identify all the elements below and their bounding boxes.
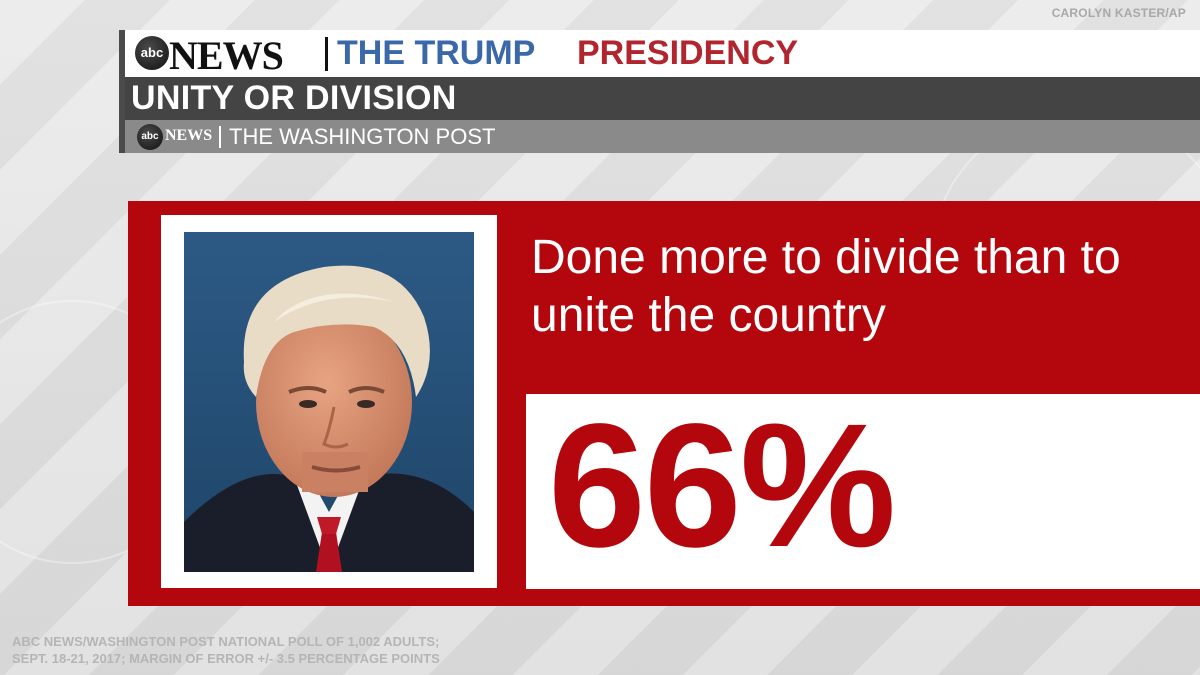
news-wordmark: NEWS bbox=[169, 33, 284, 78]
title-part2: PRESIDENCY bbox=[577, 34, 799, 72]
title-part1: THE TRUMP bbox=[337, 34, 536, 72]
footnote-line1: ABC NEWS/WASHINGTON POST NATIONAL POLL O… bbox=[12, 634, 440, 649]
subtitle-row: UNITY OR DIVISION bbox=[125, 77, 1200, 120]
footnote-line2: SEPT. 18-21, 2017; MARGIN OF ERROR +/- 3… bbox=[12, 651, 440, 666]
abc-logo-icon: abc bbox=[135, 36, 169, 70]
source-row: abc NEWS THE WASHINGTON POST bbox=[125, 120, 1200, 153]
poll-card: Done more to divide than to unite the co… bbox=[128, 201, 1200, 606]
portrait-photo bbox=[184, 232, 474, 572]
portrait-illustration bbox=[184, 232, 474, 572]
abc-logo-small-icon: abc bbox=[137, 124, 163, 150]
photo-frame bbox=[161, 215, 497, 588]
source-divider bbox=[219, 126, 221, 148]
source-partner: THE WASHINGTON POST bbox=[229, 124, 496, 149]
subtitle: UNITY OR DIVISION bbox=[131, 79, 457, 117]
photo-credit: CAROLYN KASTER/AP bbox=[1051, 6, 1186, 20]
value-box: 66% bbox=[526, 388, 1200, 589]
poll-footnote: ABC NEWS/WASHINGTON POST NATIONAL POLL O… bbox=[12, 633, 440, 667]
poll-statement: Done more to divide than to unite the co… bbox=[531, 231, 1121, 342]
header-accent-bar bbox=[119, 30, 125, 153]
title-divider bbox=[325, 37, 328, 71]
news-wordmark-small: NEWS bbox=[165, 127, 213, 144]
poll-value: 66% bbox=[548, 388, 896, 584]
title-row: abc NEWS THE TRUMP PRESIDENCY bbox=[125, 30, 1200, 78]
header-banner: abc NEWS THE TRUMP PRESIDENCY UNITY OR D… bbox=[119, 30, 1200, 153]
